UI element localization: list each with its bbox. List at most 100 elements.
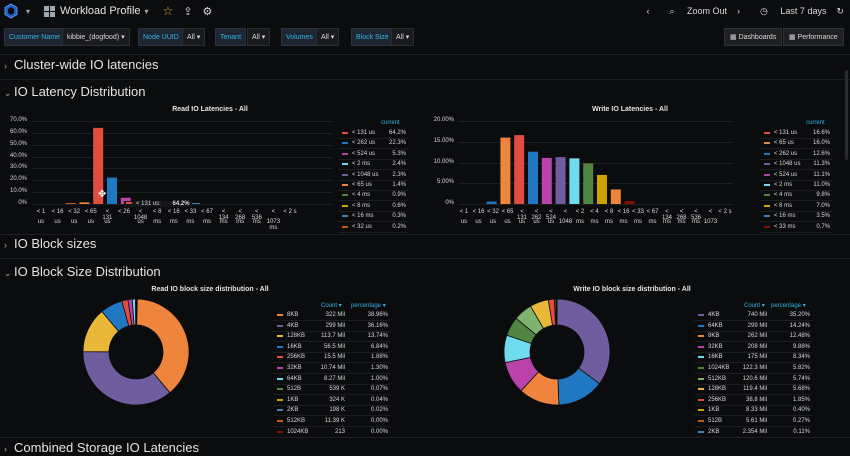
slice-1024kb[interactable]: [135, 298, 138, 326]
page-scrollbar[interactable]: [845, 70, 848, 160]
share-icon[interactable]: ⇪: [183, 5, 193, 18]
legend-item[interactable]: < 131 us 16.6%: [764, 128, 830, 138]
legend-item[interactable]: 1KB 8.33 Mil 0.40%: [698, 405, 810, 415]
legend-count: 120.6 Mil: [742, 375, 767, 382]
legend-swatch: [277, 324, 283, 327]
bar--65-us[interactable]: [79, 202, 90, 204]
legend-item[interactable]: 256KB 15.5 Mil 1.88%: [277, 352, 388, 362]
row-io-block-sizes[interactable]: › IO Block sizes: [0, 236, 850, 256]
legend-item[interactable]: < 8 ms 7.0%: [764, 201, 830, 211]
chevron-down-icon: ▾: [144, 6, 149, 16]
legend-item[interactable]: 128KB 119.4 Mil 5.68%: [698, 384, 810, 394]
legend-item[interactable]: < 65 us 16.0%: [764, 138, 830, 148]
legend-header-count[interactable]: Count ▾: [321, 302, 342, 309]
legend-item[interactable]: 8KB 322 Mil 38.96%: [277, 310, 388, 320]
legend-item[interactable]: 2KB 198 K 0.02%: [277, 405, 388, 415]
bar--33-ms[interactable]: [624, 201, 635, 204]
legend-header-percentage[interactable]: percentage ▾: [351, 302, 386, 309]
legend-item[interactable]: 64KB 299 Mil 14.24%: [698, 321, 810, 331]
legend-item[interactable]: < 16 ms 3.5%: [764, 211, 830, 221]
legend-item[interactable]: 1024KB 213 0.00%: [277, 427, 388, 437]
row-io-latency-distribution[interactable]: ⌄ IO Latency Distribution: [0, 84, 850, 104]
star-icon[interactable]: ☆: [162, 4, 174, 18]
legend-header-count[interactable]: Count ▾: [744, 302, 765, 309]
legend-item[interactable]: < 4 ms 9.8%: [764, 190, 830, 200]
grafana-logo-icon[interactable]: [0, 0, 22, 22]
legend-item[interactable]: 4KB 740 Mil 35.20%: [698, 310, 810, 320]
slice-4kb[interactable]: [556, 298, 611, 385]
legend-item[interactable]: 512KB 120.6 Mil 5.74%: [698, 374, 810, 384]
tenant-select[interactable]: All ▾: [247, 28, 271, 46]
bar--16-ms[interactable]: [610, 189, 621, 204]
chevron-right-icon[interactable]: ›: [737, 6, 741, 16]
bar--1048-us[interactable]: [555, 157, 566, 204]
legend-item[interactable]: 1KB 324 K 0.04%: [277, 395, 388, 405]
legend-item[interactable]: < 524 us 11.1%: [764, 170, 830, 180]
bar--16-ms[interactable]: [189, 203, 200, 204]
volumes-select[interactable]: All ▾: [316, 28, 340, 46]
legend-item[interactable]: 8KB 262 Mil 12.48%: [698, 331, 810, 341]
bar--65-us[interactable]: [500, 137, 511, 204]
bar--2-ms[interactable]: [569, 158, 580, 204]
row-combined-storage-io-latencies[interactable]: › Combined Storage IO Latencies: [0, 440, 850, 456]
legend-item[interactable]: < 16 ms 0.3%: [342, 211, 406, 221]
bar--131-us[interactable]: [93, 127, 104, 204]
legend-item[interactable]: < 8 ms 0.6%: [342, 201, 406, 211]
bar--262-us[interactable]: [528, 151, 538, 204]
legend-item[interactable]: < 2 ms 11.0%: [764, 180, 830, 190]
legend-item[interactable]: < 131 us 64.2%: [342, 128, 406, 138]
gear-icon[interactable]: ⚙: [202, 5, 213, 18]
node-uuid-select[interactable]: All ▾: [182, 28, 206, 46]
legend-item[interactable]: < 262 us 12.6%: [764, 149, 830, 159]
legend-item[interactable]: < 2 ms 2.4%: [342, 159, 406, 169]
legend-item[interactable]: 512KB 11.39 K 0.00%: [277, 416, 388, 426]
legend-item[interactable]: 32KB 10.74 Mil 1.30%: [277, 363, 388, 373]
x-tick-unit-label: us: [54, 219, 61, 225]
legend-item[interactable]: < 33 ms 0.7%: [764, 222, 830, 232]
legend-count: 299 Mil: [747, 322, 767, 329]
bar--131-us[interactable]: [514, 135, 525, 204]
legend-item[interactable]: 2KB 2.354 Mil 0.11%: [698, 427, 810, 437]
legend-item[interactable]: < 1048 us 2.3%: [342, 170, 406, 180]
legend-item[interactable]: 64KB 8.27 Mil 1.00%: [277, 374, 388, 384]
block-size-select[interactable]: All ▾: [391, 28, 415, 46]
bar--8-ms[interactable]: [597, 174, 607, 204]
refresh-icon[interactable]: ↻: [836, 5, 844, 16]
legend-item[interactable]: < 524 us 5.3%: [342, 149, 406, 159]
performance-link-button[interactable]: ▦ Performance: [783, 28, 844, 46]
row-io-block-size-distribution[interactable]: ⌄ IO Block Size Distribution: [0, 264, 850, 284]
legend-item[interactable]: 16KB 175 Mil 8.34%: [698, 352, 810, 362]
chevron-left-icon[interactable]: ‹: [646, 6, 650, 16]
x-tick-unit-label: ms: [252, 219, 261, 225]
legend-item[interactable]: < 1048 us 11.3%: [764, 159, 830, 169]
slice-4kb[interactable]: [82, 351, 171, 406]
legend-item[interactable]: 128KB 113.7 Mil 13.74%: [277, 331, 388, 341]
legend-item[interactable]: 4KB 299 Mil 36.16%: [277, 321, 388, 331]
time-picker-button[interactable]: ◷ Last 7 days: [750, 6, 826, 17]
dashboard-picker[interactable]: Workload Profile ▾: [38, 0, 155, 22]
bar--524-us[interactable]: [120, 197, 131, 204]
legend-item[interactable]: < 65 us 1.4%: [342, 180, 406, 190]
legend-item[interactable]: < 262 us 22.3%: [342, 138, 406, 148]
logo-caret-icon[interactable]: ▾: [26, 6, 31, 16]
bar--4-ms[interactable]: [583, 163, 594, 204]
legend-item[interactable]: 32KB 208 Mil 9.88%: [698, 342, 810, 352]
legend-item[interactable]: 512B 539 K 0.07%: [277, 384, 388, 394]
legend-header-percentage[interactable]: percentage ▾: [771, 302, 806, 309]
legend-item[interactable]: 256KB 38.8 Mil 1.85%: [698, 395, 810, 405]
bar--262-us[interactable]: [107, 177, 117, 204]
bar--32-us[interactable]: [486, 201, 497, 204]
legend-item[interactable]: 16KB 56.5 Mil 6.84%: [277, 342, 388, 352]
customer-name-select[interactable]: kibbie_(dogfood) ▾: [62, 28, 130, 46]
row-cluster-wide-io-latencies[interactable]: › Cluster-wide IO latencies: [0, 57, 850, 77]
legend-item[interactable]: < 4 ms 0.9%: [342, 190, 406, 200]
bar--32-us[interactable]: [65, 203, 76, 204]
legend-item[interactable]: 512B 5.61 Mil 0.27%: [698, 416, 810, 426]
bar--524-us[interactable]: [541, 157, 552, 204]
legend-item[interactable]: 1024KB 122.3 Mil 5.82%: [698, 363, 810, 373]
x-tick-label: < 1: [36, 209, 46, 215]
legend-item[interactable]: < 32 us 0.2%: [342, 222, 406, 232]
slice-8kb[interactable]: [135, 298, 190, 394]
dashboards-link-button[interactable]: ▦ Dashboards: [724, 28, 783, 46]
zoom-out-button[interactable]: ⌕ Zoom Out: [659, 6, 727, 17]
